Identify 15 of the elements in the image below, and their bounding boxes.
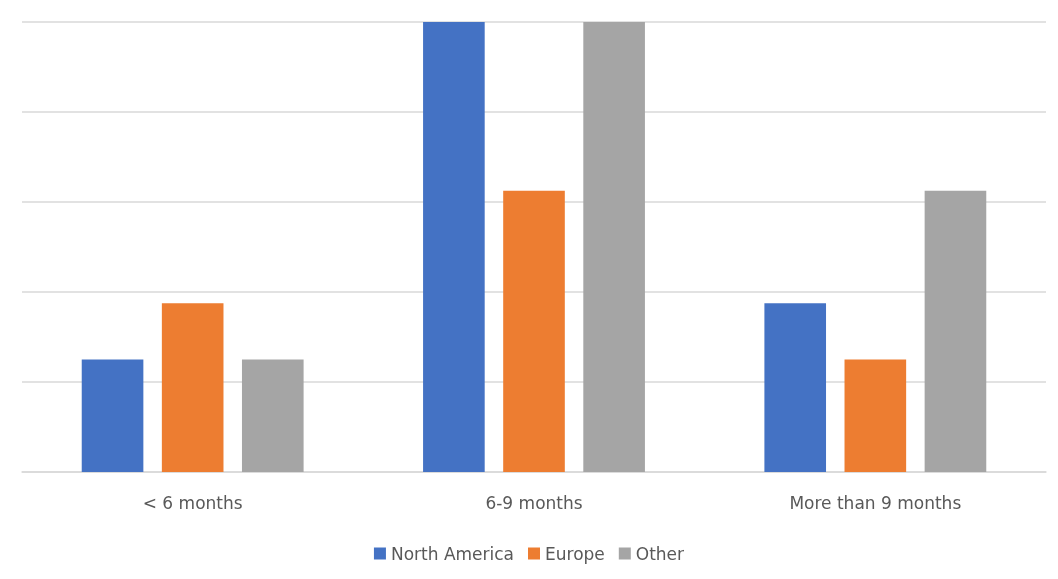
legend-label: Europe	[545, 543, 605, 564]
bar	[764, 303, 827, 472]
bar	[924, 190, 987, 472]
bar	[503, 190, 565, 472]
x-tick-label: More than 9 months	[789, 492, 962, 513]
x-tick-label: 6-9 months	[485, 492, 583, 513]
bar	[81, 359, 144, 472]
legend-label: Other	[635, 543, 685, 564]
bar	[241, 359, 304, 472]
bar	[161, 303, 224, 472]
legend-label: North America	[390, 543, 515, 564]
bar	[844, 359, 907, 472]
bar	[423, 22, 485, 472]
x-tick-label: < 6 months	[142, 492, 243, 513]
bar	[583, 22, 645, 472]
